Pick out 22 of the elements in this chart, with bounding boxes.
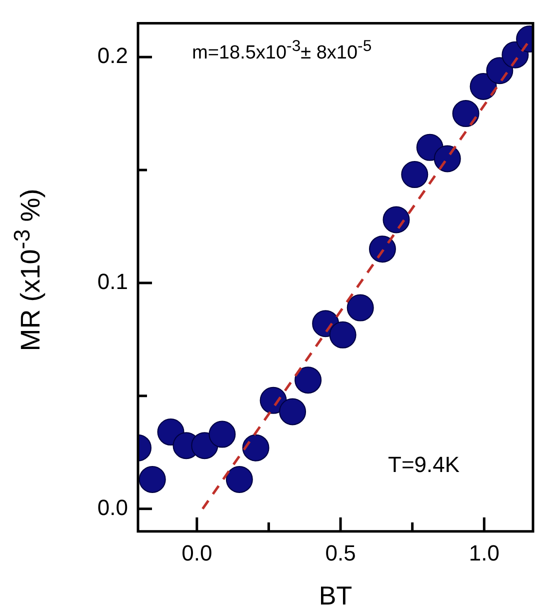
point	[294, 366, 322, 394]
annotation: m=18.5x10$^{-3}$± 8x10$^{-5}$	[192, 38, 372, 64]
point	[434, 145, 461, 172]
x-axis-title: BT	[318, 580, 352, 611]
point	[226, 466, 253, 493]
point	[242, 434, 270, 462]
point	[401, 161, 428, 188]
point	[208, 420, 236, 448]
point	[452, 100, 480, 128]
point	[138, 466, 166, 493]
y-tick-label: 0.0	[97, 494, 128, 520]
y-tick-label: 0.1	[97, 269, 128, 294]
annotation: T=9.4K	[388, 452, 460, 478]
point	[329, 321, 356, 348]
x-tick-label: 0.5	[325, 540, 356, 566]
point	[382, 206, 410, 234]
y-tick-label: 0.2	[97, 43, 128, 68]
x-tick-label: 1.0	[468, 540, 500, 566]
x-tick-label: 0.0	[182, 540, 212, 566]
point	[368, 236, 396, 263]
point	[346, 294, 374, 322]
point	[279, 398, 306, 426]
